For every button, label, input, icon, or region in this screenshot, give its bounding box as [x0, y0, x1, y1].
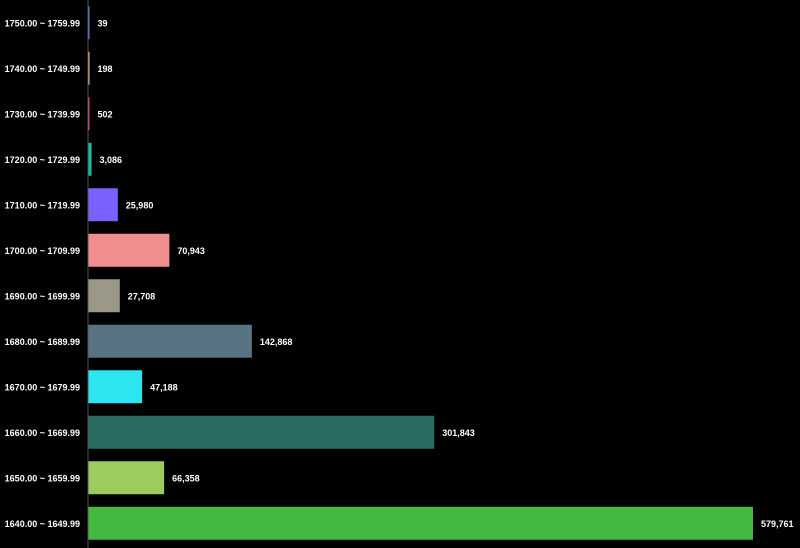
category-label: 1720.00 ~ 1729.99 — [5, 155, 80, 165]
value-label: 142,868 — [260, 337, 293, 347]
bar — [88, 51, 90, 85]
value-label: 39 — [98, 18, 108, 28]
bar — [88, 97, 90, 131]
value-label: 66,358 — [172, 473, 200, 483]
category-label: 1680.00 ~ 1689.99 — [5, 337, 80, 347]
category-label: 1710.00 ~ 1719.99 — [5, 200, 80, 210]
bars-layer — [88, 6, 753, 540]
bar — [88, 6, 90, 40]
value-label: 502 — [98, 109, 113, 119]
category-label: 1670.00 ~ 1679.99 — [5, 382, 80, 392]
bar — [88, 506, 753, 540]
bar — [88, 415, 435, 449]
category-label: 1730.00 ~ 1739.99 — [5, 109, 80, 119]
category-label: 1700.00 ~ 1709.99 — [5, 246, 80, 256]
value-label: 198 — [98, 64, 113, 74]
bar — [88, 279, 120, 313]
category-label: 1690.00 ~ 1699.99 — [5, 291, 80, 301]
value-label: 47,188 — [150, 382, 178, 392]
bar — [88, 461, 165, 495]
bar — [88, 142, 92, 176]
bar — [88, 188, 118, 222]
value-label: 70,943 — [177, 246, 205, 256]
category-label: 1650.00 ~ 1659.99 — [5, 473, 80, 483]
value-label: 27,708 — [128, 291, 156, 301]
category-label: 1660.00 ~ 1669.99 — [5, 428, 80, 438]
category-label: 1750.00 ~ 1759.99 — [5, 18, 80, 28]
value-label: 3,086 — [100, 155, 123, 165]
bar — [88, 370, 143, 404]
bar — [88, 324, 252, 358]
labels-layer: 1750.00 ~ 1759.99 39 1740.00 ~ 1749.99 198 1… — [5, 18, 794, 529]
value-label: 579,761 — [761, 519, 794, 529]
category-label: 1640.00 ~ 1649.99 — [5, 519, 80, 529]
category-label: 1740.00 ~ 1749.99 — [5, 64, 80, 74]
bar — [88, 233, 170, 267]
value-label: 25,980 — [126, 200, 154, 210]
value-label: 301,843 — [442, 428, 475, 438]
